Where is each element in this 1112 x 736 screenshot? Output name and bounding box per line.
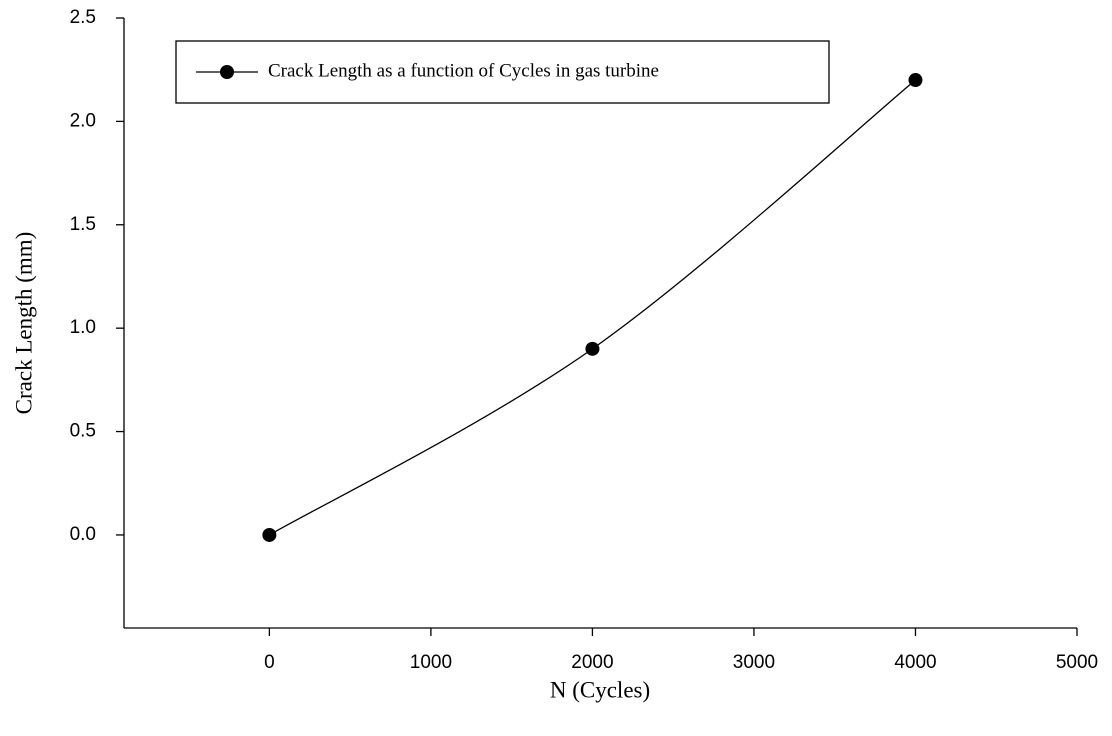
y-axis-label: Crack Length (mm) [11, 232, 36, 415]
data-point [908, 73, 923, 88]
series-line [269, 79, 916, 536]
legend-box [175, 40, 830, 104]
y-tick-label: 0.5 [70, 421, 96, 442]
x-tick-label: 4000 [894, 652, 936, 673]
y-tick-label: 1.5 [70, 214, 96, 235]
x-tick-label: 2000 [571, 652, 613, 673]
legend-label: Crack Length as a function of Cycles in … [268, 60, 659, 81]
y-tick-label: 2.5 [70, 7, 96, 28]
y-tick-label: 0.0 [70, 524, 96, 545]
y-tick-label: 2.0 [70, 110, 96, 131]
x-tick-label: 1000 [410, 652, 452, 673]
legend-marker [220, 65, 234, 79]
x-axis-label: N (Cycles) [550, 677, 650, 702]
data-point [585, 341, 600, 356]
x-tick-label: 5000 [1056, 652, 1098, 673]
x-tick-label: 0 [264, 652, 275, 673]
y-tick-label: 1.0 [70, 317, 96, 338]
x-tick-label: 3000 [733, 652, 775, 673]
data-point [262, 527, 277, 542]
